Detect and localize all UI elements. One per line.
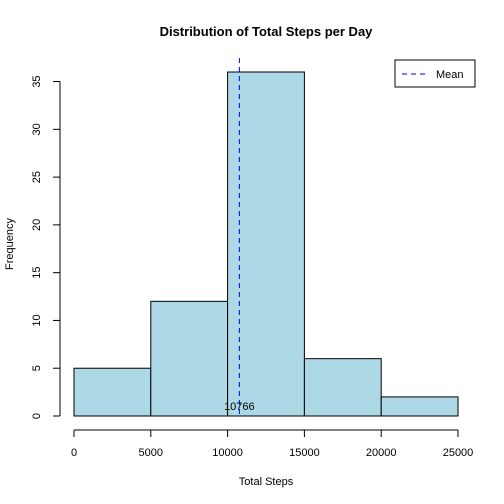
chart-title: Distribution of Total Steps per Day xyxy=(160,24,374,39)
legend-box xyxy=(394,59,476,88)
histogram-bar-3 xyxy=(303,358,382,417)
x-tick-label-4: 20000 xyxy=(366,447,397,459)
y-tick-label-6: 30 xyxy=(31,123,43,135)
histogram-bar-2 xyxy=(227,71,305,417)
x-tick-label-0: 0 xyxy=(71,447,77,459)
x-tick-label-3: 15000 xyxy=(289,447,320,459)
y-tick-label-3: 15 xyxy=(31,267,43,279)
x-tick-label-2: 10000 xyxy=(212,447,243,459)
histogram-bar-1 xyxy=(150,300,229,417)
x-axis: 0 5000 10000 15000 20000 25000 xyxy=(71,429,474,459)
y-tick-label-1: 5 xyxy=(31,365,43,371)
legend: Mean xyxy=(394,59,476,88)
y-tick-label-7: 35 xyxy=(31,75,43,87)
y-tick-label-0: 0 xyxy=(31,413,43,419)
histogram-bar-4 xyxy=(380,396,459,417)
y-tick-label-2: 10 xyxy=(31,314,43,326)
y-axis: 0 5 10 15 20 25 30 35 xyxy=(31,75,61,419)
legend-mean-label: Mean xyxy=(436,69,464,81)
x-axis-title: Total Steps xyxy=(239,476,294,488)
y-tick-label-4: 20 xyxy=(31,219,43,231)
mean-label: 10766 xyxy=(224,401,255,413)
histogram-bar-0 xyxy=(73,367,152,417)
y-tick-label-5: 25 xyxy=(31,171,43,183)
bars xyxy=(73,71,459,417)
x-tick-label-5: 25000 xyxy=(443,447,474,459)
y-axis-title: Frequency xyxy=(4,218,16,270)
x-tick-label-1: 5000 xyxy=(139,447,163,459)
